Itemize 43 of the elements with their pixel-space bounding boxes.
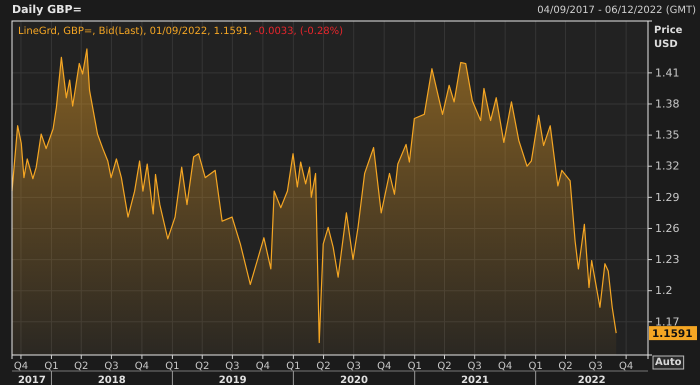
x-tick-label: Q1 [408,361,422,372]
auto-button: Auto [652,356,684,370]
y-tick-label: 1.26 [655,222,680,235]
x2-tick-label: 2018 [98,375,126,385]
x2-tick-label: 2020 [340,375,368,385]
x-tick-label: Q1 [165,361,180,372]
x-tick-label: Q3 [588,361,603,372]
x-tick-label: Q4 [14,361,28,372]
x-tick-label: Q4 [619,361,634,372]
y-tick-label: 1.32 [655,160,680,173]
x2-tick-label: 2022 [578,375,606,385]
chart-title: Daily GBP= [12,3,82,16]
x2-tick-label: 2017 [18,375,46,385]
x-tick-label: Q1 [44,361,59,372]
x2-tick-label: 2019 [218,375,247,385]
y-tick-label: 1.41 [655,66,680,80]
text: 1.1591 [652,328,693,340]
y-tick-label: 1.23 [655,253,680,266]
annotation: -0.0033, (-0.28%) [254,26,344,37]
x-tick-label: Q2 [558,361,573,372]
text: LineGrd, GBP=, Bid(Last), 01/09/2022, 1.1591, [18,26,255,37]
x-tick-label: Q3 [346,361,361,372]
x-tick-label: Q3 [104,361,119,372]
y-tick-label: 1.29 [655,190,680,204]
y-tick-label: 1.17 [655,315,680,328]
x-tick-label: Q3 [468,361,482,372]
y-tick-label: 1.35 [655,128,680,142]
x-tick-label: Q2 [74,361,88,372]
x-tick-label: Q1 [528,361,543,372]
y-tick-label: 1.2 [655,284,672,298]
x-tick-label: Q4 [498,361,512,372]
x-tick-label: Q2 [437,361,452,372]
y-tick-label: 1.38 [655,98,680,110]
x2-tick-label: 2021 [461,375,489,385]
chart-subtitle: 04/09/2017 - 06/12/2022 (GMT) [537,5,696,16]
x-tick-label: Q4 [134,361,150,372]
x-tick-label: Q2 [316,361,331,372]
x-tick-label: Q1 [286,361,300,372]
x-tick-label: Q4 [377,361,392,372]
y-axis-title: Price USD [654,25,683,50]
x-tick-label: Q2 [195,361,210,372]
x-tick-label: Q3 [225,361,240,372]
x-tick-label: Q4 [256,361,270,372]
